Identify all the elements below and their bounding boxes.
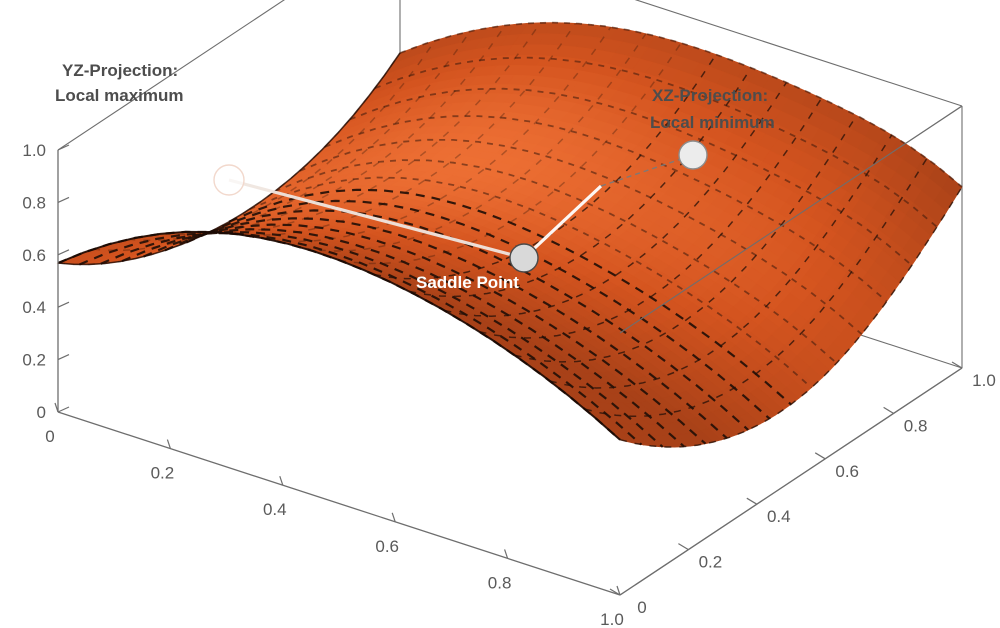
x-tick-0.8: 0.8 xyxy=(488,573,512,592)
connector-saddle-to-min xyxy=(600,154,694,187)
x-tick-0.4: 0.4 xyxy=(263,500,287,519)
z-tick-0.4: 0.4 xyxy=(22,298,46,317)
yz-projection-line2: Local maximum xyxy=(55,86,184,105)
y-tick-0.2: 0.2 xyxy=(699,553,723,572)
z-tick-0.2: 0.2 xyxy=(22,351,46,370)
y-tick-1.0: 1.0 xyxy=(972,371,996,390)
saddle-point-marker[interactable] xyxy=(509,243,539,273)
annotation-connectors xyxy=(228,154,694,260)
x-tick-1.0: 1.0 xyxy=(600,610,624,628)
axis-lines-and-ticks xyxy=(54,144,963,596)
annotation-markers xyxy=(213,140,708,273)
z-tick-0.6: 0.6 xyxy=(22,246,46,265)
connector-max-to-saddle xyxy=(228,178,525,260)
x-tick-0.6: 0.6 xyxy=(375,537,399,556)
z-tick-1.0: 1.0 xyxy=(22,141,46,160)
axis-tick-labels: 1.0 0.8 0.6 0.4 0.2 0 0 0.2 0.4 0.6 0.8 1.0 0 0.2 0.4 0… xyxy=(22,141,995,628)
x-tick-0: 0 xyxy=(45,427,54,446)
local-minimum-marker[interactable] xyxy=(678,140,708,170)
y-tick-0.8: 0.8 xyxy=(904,416,928,435)
z-tick-0: 0 xyxy=(37,403,46,422)
annotation-yz-projection: YZ-Projection: Local maximum xyxy=(55,61,184,105)
y-tick-0: 0 xyxy=(637,598,646,617)
y-tick-0.6: 0.6 xyxy=(835,462,859,481)
xz-projection-line2: Local minimum xyxy=(650,113,775,132)
saddle-point-label: Saddle Point xyxy=(416,273,519,292)
xz-projection-line1: XZ-Projection: xyxy=(652,86,768,105)
surface-mesh xyxy=(56,21,963,448)
connector-saddle-stub xyxy=(522,184,603,260)
bounding-box-front-edges xyxy=(57,105,963,596)
annotation-xz-projection: XZ-Projection: Local minimum xyxy=(650,86,775,132)
y-tick-0.4: 0.4 xyxy=(767,507,791,526)
z-tick-0.8: 0.8 xyxy=(22,193,46,212)
yz-projection-line1: YZ-Projection: xyxy=(62,61,178,80)
local-maximum-marker[interactable] xyxy=(213,164,245,196)
x-tick-0.2: 0.2 xyxy=(151,464,175,483)
